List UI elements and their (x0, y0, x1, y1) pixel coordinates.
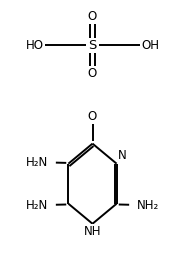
Text: H₂N: H₂N (26, 199, 48, 211)
Text: O: O (88, 110, 97, 123)
Text: H₂N: H₂N (26, 156, 48, 169)
Text: NH₂: NH₂ (137, 199, 159, 211)
Text: OH: OH (141, 39, 159, 52)
Text: O: O (88, 11, 97, 23)
Text: NH: NH (84, 225, 101, 238)
Text: N: N (118, 149, 127, 162)
Text: O: O (88, 67, 97, 80)
Text: S: S (88, 39, 97, 52)
Text: HO: HO (26, 39, 44, 52)
